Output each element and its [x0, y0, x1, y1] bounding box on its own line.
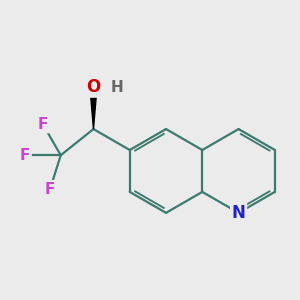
Text: F: F [38, 117, 48, 132]
Text: O: O [86, 78, 100, 96]
Polygon shape [90, 87, 97, 129]
Text: N: N [232, 204, 245, 222]
Text: F: F [45, 182, 55, 196]
Text: F: F [20, 148, 30, 163]
Text: H: H [110, 80, 123, 95]
